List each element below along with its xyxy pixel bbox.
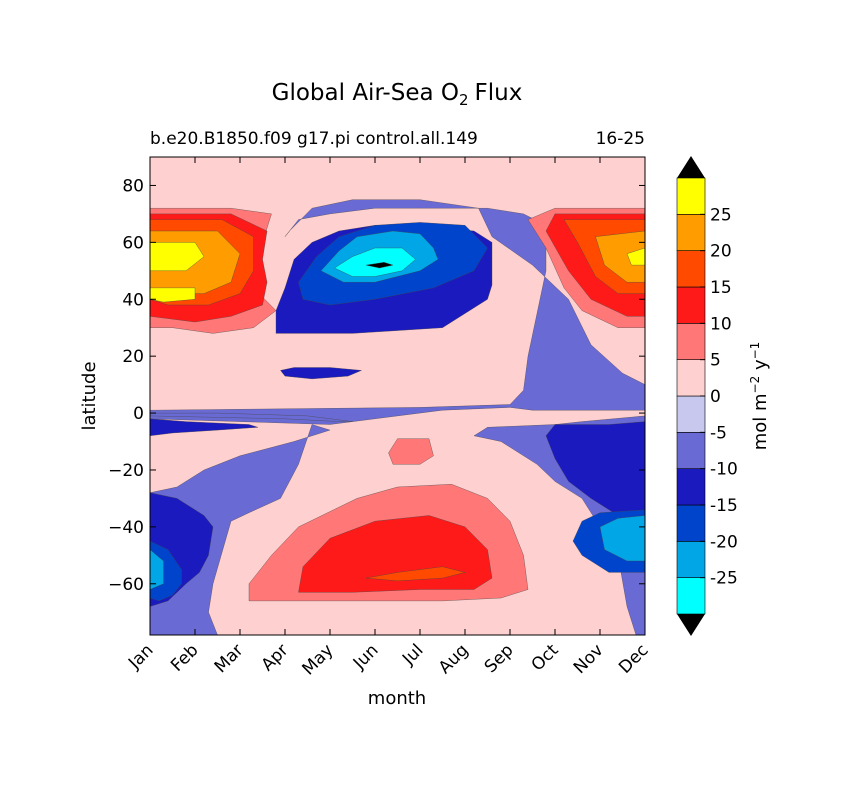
y-tick-label--60: −60 xyxy=(108,575,144,595)
x-tick-label-dec: Dec xyxy=(615,640,652,677)
colorbar-label-main: mol m xyxy=(750,393,771,450)
chart-title-tail: Flux xyxy=(475,80,523,106)
y-tick-label-20: 20 xyxy=(122,347,144,367)
contour-region-se-royal xyxy=(599,515,645,562)
colorbar-tick-label-5: 5 xyxy=(710,351,721,371)
chart-subtitle-left: b.e20.B1850.f09 g17.pi control.all.149 xyxy=(150,129,478,149)
colorbar-tick-label--10: -10 xyxy=(710,460,738,480)
chart-title: Global Air-Sea O2 Flux xyxy=(272,80,523,109)
x-tick-label-jul: Jul xyxy=(398,640,427,669)
colorbar-segment--5-to-0 xyxy=(676,395,706,433)
colorbar-tick-label--5: -5 xyxy=(710,423,727,443)
chart-title-sub: 2 xyxy=(459,91,469,109)
x-tick-label-aug: Aug xyxy=(435,640,473,678)
colorbar-label-exp2: −1 xyxy=(748,342,762,360)
contour-region-tiny-pink-eq xyxy=(388,438,434,465)
colorbar-label-exp1: −2 xyxy=(748,376,762,394)
contour-region-north-cyan xyxy=(365,262,394,269)
colorbar-segment-25-to-30 xyxy=(676,177,706,215)
colorbar-tick-label-0: 0 xyxy=(710,387,721,407)
colorbar-segment-5-to-10 xyxy=(676,323,706,360)
colorbar-segment-15-to-20 xyxy=(676,250,706,288)
x-tick-label-may: May xyxy=(299,640,338,679)
contour-region-blue-band-20 xyxy=(280,367,362,380)
colorbar-segment-20-to-25 xyxy=(676,214,706,251)
y-axis: 80 60 40 20 0 −20 −40 −60 xyxy=(108,176,645,595)
colorbar-tick-label-15: 15 xyxy=(710,278,732,298)
contour-region-eq-medblue xyxy=(150,418,259,437)
y-axis-label: latitude xyxy=(79,361,100,430)
colorbar-segment-10-to-15 xyxy=(676,286,706,324)
x-tick-label-jun: Jun xyxy=(349,640,383,674)
colorbar-extend-low xyxy=(677,614,705,636)
colorbar-segment--25-to--20 xyxy=(676,541,706,578)
x-tick-label-mar: Mar xyxy=(211,640,248,677)
colorbar-label: mol m−2 y−1 xyxy=(748,342,771,451)
colorbar-segment--20-to--15 xyxy=(676,504,706,542)
plot-area xyxy=(150,157,645,635)
contour-region-sw-orange xyxy=(365,566,466,582)
colorbar-segment--10-to--5 xyxy=(676,432,706,469)
colorbar-tick-label--20: -20 xyxy=(710,532,738,552)
colorbar-tick-label-10: 10 xyxy=(710,314,732,334)
y-tick-label-0: 0 xyxy=(133,404,144,424)
colorbar-label-mid: y xyxy=(750,359,771,376)
colorbar-segment--30-to--25 xyxy=(676,577,706,615)
contour-region-sw-royal xyxy=(150,549,164,590)
chart-title-main: Global Air-Sea O xyxy=(272,80,459,106)
y-tick-label--20: −20 xyxy=(108,461,144,481)
contour-region-ne-yellow-right xyxy=(626,247,645,266)
contour-region-north-blue-0-5 xyxy=(150,199,645,425)
colorbar-segment--15-to--10 xyxy=(676,468,706,506)
chart-subtitle-right: 16-25 xyxy=(596,129,645,149)
colorbar-extend-high xyxy=(677,156,705,178)
x-tick-label-sep: Sep xyxy=(481,640,518,677)
x-tick-label-jan: Jan xyxy=(124,640,157,673)
colorbar-segment-0-to-5 xyxy=(676,359,706,397)
colorbar-tick-label-25: 25 xyxy=(710,205,732,225)
y-tick-label-60: 60 xyxy=(122,233,144,253)
colorbar: 25 20 15 10 5 0 -5 -10 -15 -20 -25 xyxy=(676,156,738,636)
y-tick-label-80: 80 xyxy=(122,176,144,196)
contour-region-ne-yellow-2 xyxy=(150,287,196,303)
y-tick-label--40: −40 xyxy=(108,518,144,538)
colorbar-tick-label-20: 20 xyxy=(710,242,732,262)
colorbar-tick-label--25: -25 xyxy=(710,569,738,589)
plot-frame xyxy=(149,156,646,636)
colorbar-tick-label--15: -15 xyxy=(710,496,738,516)
contour-region-band-blue-eq xyxy=(150,412,353,422)
contour-region-ne-amber-right xyxy=(595,230,645,283)
contour-region-north-lightblue xyxy=(333,247,416,277)
y-tick-label-40: 40 xyxy=(122,290,144,310)
contour-region-south-blue-0-5 xyxy=(150,424,331,635)
x-tick-label-nov: Nov xyxy=(570,640,608,678)
x-tick-label-oct: Oct xyxy=(528,640,563,675)
contour-region-ne-yellow xyxy=(150,242,205,272)
x-axis-label: month xyxy=(368,688,426,709)
x-tick-label-apr: Apr xyxy=(258,640,293,675)
x-tick-label-feb: Feb xyxy=(167,640,202,675)
